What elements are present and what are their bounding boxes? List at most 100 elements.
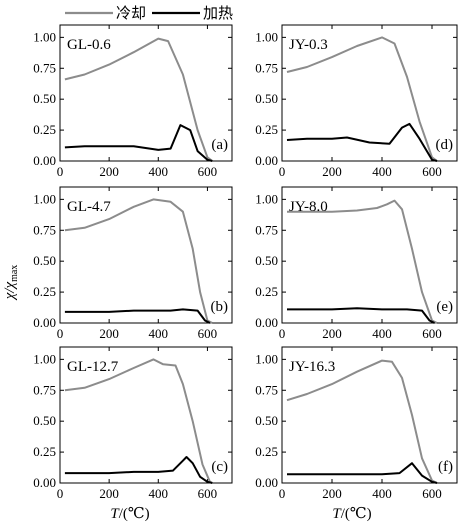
x-tick-label: 200 bbox=[322, 164, 342, 179]
chart-panel: 0.00 0.25 0.50 0.75 1.00 0 200 400 600 JY-16.3 (f) bbox=[255, 346, 458, 501]
y-tick-label: 0.75 bbox=[33, 382, 56, 397]
x-tick-label: 400 bbox=[372, 164, 392, 179]
sample-label: GL-4.7 bbox=[67, 199, 111, 215]
y-tick-label: 0.00 bbox=[255, 315, 278, 330]
series-line bbox=[286, 122, 438, 162]
series-line bbox=[287, 462, 438, 484]
y-tick-label: 0.75 bbox=[255, 60, 278, 75]
y-tick-label: 0.75 bbox=[33, 60, 56, 75]
y-tick-label: 0.00 bbox=[33, 315, 56, 330]
y-tick-label: 0.00 bbox=[255, 475, 278, 490]
sample-label: JY-8.0 bbox=[289, 199, 328, 215]
plot-frame bbox=[281, 186, 458, 324]
x-tick-label: 600 bbox=[198, 486, 218, 501]
chart-panel: 0.00 0.25 0.50 0.75 1.00 0 200 400 600 GL-4.7 (b) bbox=[33, 186, 233, 341]
y-tick-label: 0.50 bbox=[255, 253, 278, 268]
x-axis-label-left: T/(℃) bbox=[110, 506, 149, 522]
series-line bbox=[64, 198, 213, 324]
y-tick-label: 0.00 bbox=[255, 153, 278, 168]
panel-letter: (b) bbox=[211, 299, 229, 315]
x-tick-label: 0 bbox=[279, 164, 286, 179]
chart-panel: 0.00 0.25 0.50 0.75 1.00 0 200 400 600 JY-0.3 (d) bbox=[255, 24, 458, 179]
x-tick-label: 400 bbox=[149, 326, 169, 341]
x-tick-label: 200 bbox=[322, 486, 342, 501]
x-tick-label: 0 bbox=[57, 164, 64, 179]
x-tick-label: 0 bbox=[57, 486, 64, 501]
plot-frame bbox=[59, 186, 233, 324]
x-tick-label: 400 bbox=[372, 326, 392, 341]
x-tick-label: 600 bbox=[422, 486, 442, 501]
x-tick-label: 200 bbox=[99, 164, 119, 179]
y-tick-label: 1.00 bbox=[255, 29, 278, 44]
y-tick-label: 0.25 bbox=[255, 444, 278, 459]
y-axis-label-chi: χ/χ bbox=[2, 282, 18, 302]
series-line bbox=[287, 199, 438, 324]
sample-label: GL-12.7 bbox=[67, 359, 119, 375]
y-axis-label: χ/χmax bbox=[2, 265, 20, 302]
legend-heating-label: 加热 bbox=[203, 5, 233, 22]
y-tick-label: 1.00 bbox=[33, 191, 56, 206]
y-tick-label: 0.25 bbox=[33, 122, 56, 137]
series-line bbox=[64, 124, 213, 162]
x-tick-label: 600 bbox=[422, 326, 442, 341]
sample-label: JY-16.3 bbox=[289, 359, 335, 375]
series-line bbox=[286, 36, 438, 162]
chart-panel: 0.00 0.25 0.50 0.75 1.00 0 200 400 600 JY-8.0 (e) bbox=[255, 186, 458, 341]
y-tick-label: 0.00 bbox=[33, 153, 56, 168]
y-tick-label: 0.50 bbox=[255, 91, 278, 106]
y-tick-label: 0.50 bbox=[33, 91, 56, 106]
x-tick-label: 400 bbox=[149, 164, 169, 179]
series-line bbox=[287, 307, 435, 324]
series-line bbox=[64, 456, 213, 484]
x-tick-label: 200 bbox=[322, 326, 342, 341]
x-axis-label-right: T/(℃) bbox=[332, 506, 371, 522]
y-tick-label: 0.25 bbox=[255, 122, 278, 137]
panel-letter: (f) bbox=[438, 459, 453, 475]
y-tick-label: 1.00 bbox=[33, 29, 56, 44]
panel-letter: (c) bbox=[211, 459, 228, 475]
y-tick-label: 0.25 bbox=[255, 284, 278, 299]
x-tick-label: 400 bbox=[149, 486, 169, 501]
plot-frame bbox=[281, 346, 458, 484]
chart-panel: 0.00 0.25 0.50 0.75 1.00 0 200 400 600 GL-12.7 (c) bbox=[33, 346, 233, 501]
y-axis-label-text: χ/χmax bbox=[2, 265, 20, 302]
legend: 冷却 加热 bbox=[65, 5, 233, 22]
x-tick-label: 400 bbox=[372, 486, 392, 501]
x-tick-label: 0 bbox=[279, 486, 286, 501]
x-tick-label: 600 bbox=[198, 326, 218, 341]
panel-letter: (d) bbox=[436, 137, 454, 153]
x-tick-label: 0 bbox=[57, 326, 64, 341]
x-tick-label: 0 bbox=[279, 326, 286, 341]
plot-frame bbox=[59, 24, 233, 162]
y-tick-label: 0.50 bbox=[255, 413, 278, 428]
x-tick-label: 600 bbox=[198, 164, 218, 179]
panel-letter: (e) bbox=[436, 299, 453, 315]
x-tick-label: 200 bbox=[99, 486, 119, 501]
y-axis-label-sub: max bbox=[9, 265, 20, 282]
y-tick-label: 1.00 bbox=[33, 351, 56, 366]
y-tick-label: 0.75 bbox=[33, 222, 56, 237]
y-tick-label: 0.25 bbox=[33, 444, 56, 459]
y-tick-label: 0.50 bbox=[33, 413, 56, 428]
y-tick-label: 0.50 bbox=[33, 253, 56, 268]
plot-frame bbox=[281, 24, 458, 162]
series-line bbox=[64, 37, 213, 162]
series-line bbox=[286, 359, 438, 484]
x-tick-label: 200 bbox=[99, 326, 119, 341]
series-line bbox=[64, 308, 211, 324]
y-tick-label: 0.75 bbox=[255, 382, 278, 397]
legend-cooling-label: 冷却 bbox=[116, 5, 146, 22]
series-line bbox=[64, 358, 213, 484]
y-tick-label: 0.75 bbox=[255, 222, 278, 237]
chart-panel: 0.00 0.25 0.50 0.75 1.00 0 200 400 600 GL-0.6 (a) bbox=[33, 24, 233, 179]
y-tick-label: 1.00 bbox=[255, 191, 278, 206]
sample-label: GL-0.6 bbox=[67, 37, 111, 53]
panels: 0.000.250.500.751.000 200 400 600GL-0.6(a)0… bbox=[33, 24, 458, 501]
y-tick-label: 0.00 bbox=[33, 475, 56, 490]
plot-frame bbox=[59, 346, 233, 484]
x-tick-label: 600 bbox=[422, 164, 442, 179]
sample-label: JY-0.3 bbox=[289, 37, 328, 53]
y-tick-label: 0.25 bbox=[33, 284, 56, 299]
panel-letter: (a) bbox=[211, 137, 228, 153]
